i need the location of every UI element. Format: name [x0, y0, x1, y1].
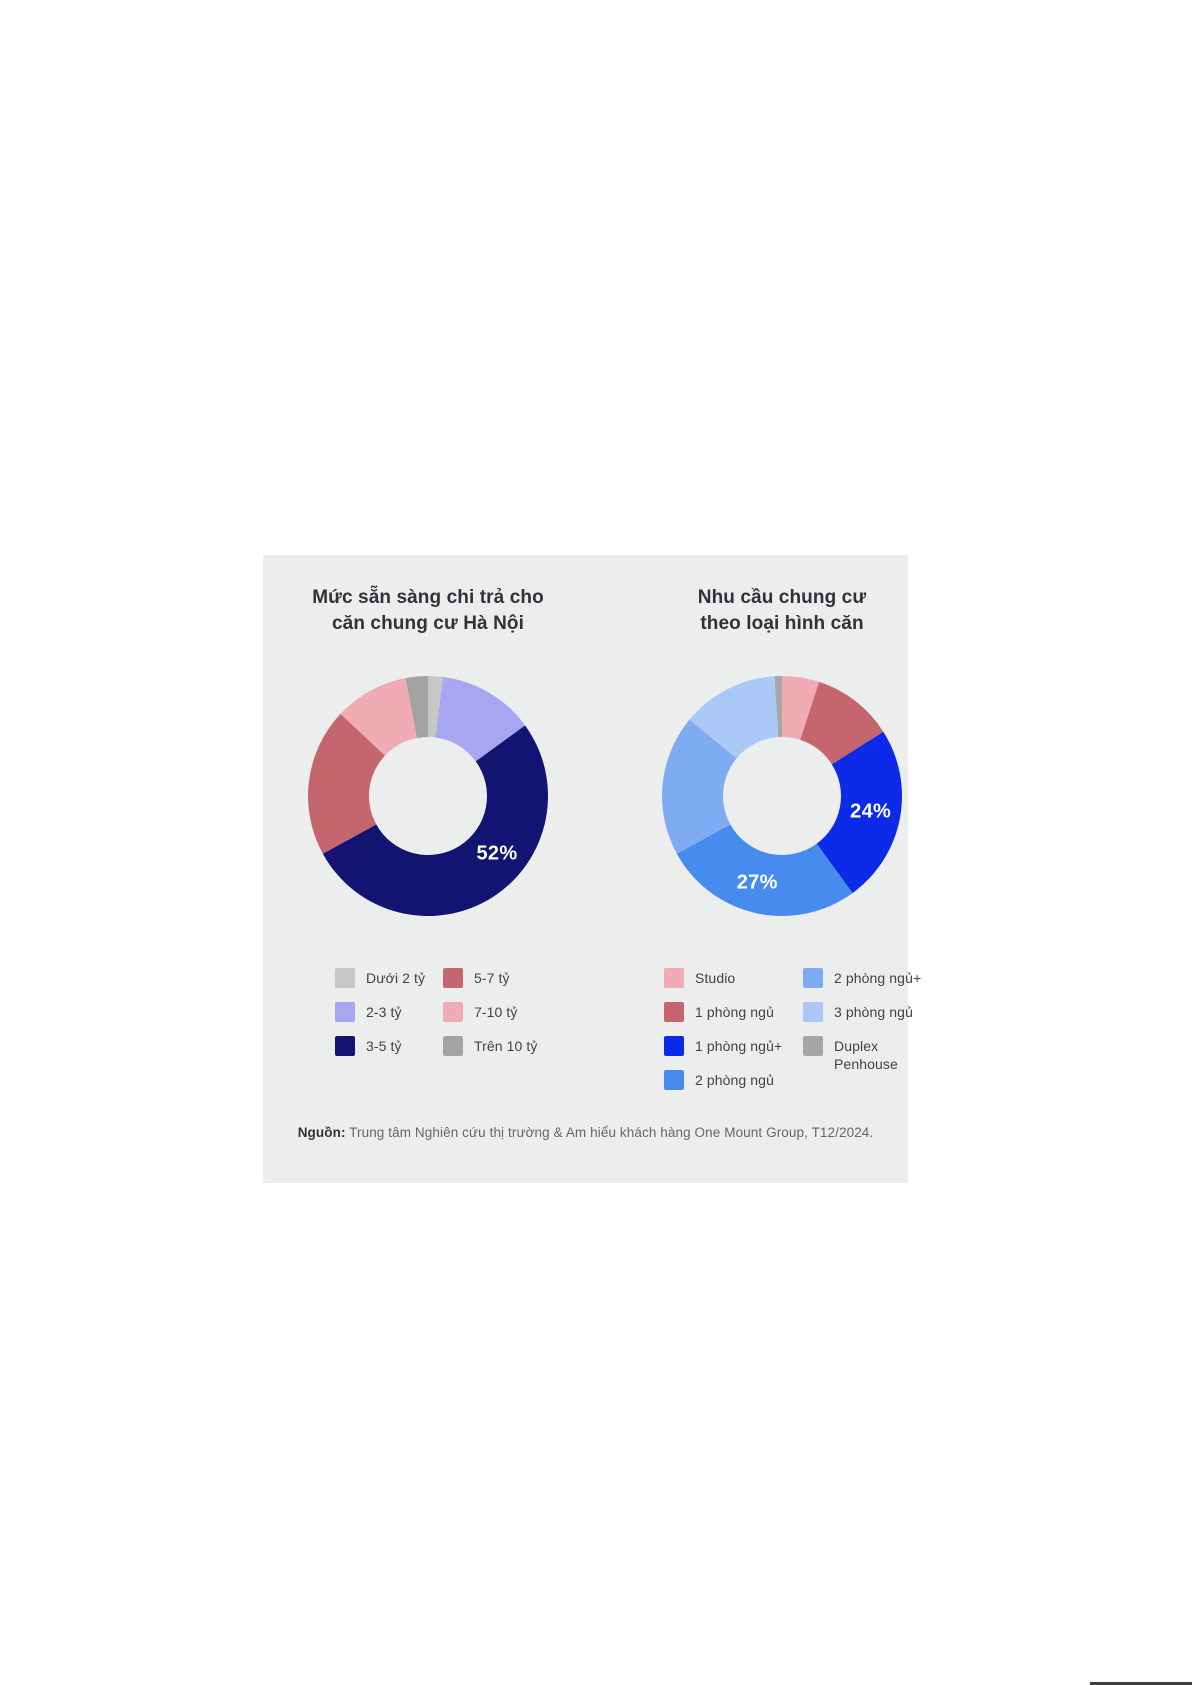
legend-swatch-studio: [664, 968, 684, 988]
donut-segment-d-i-2-t: [428, 676, 444, 738]
donut-segment-7-10-t: [340, 678, 417, 756]
donut-svg: [308, 676, 548, 916]
legend-swatch-2-3-t: [335, 1002, 355, 1022]
legend-item-1-ph-ng-ng-plus: 1 phòng ngủ+: [664, 1036, 782, 1056]
legend-swatch-1-ph-ng-ng: [664, 1002, 684, 1022]
source-text: Trung tâm Nghiên cứu thị trường & Am hiể…: [345, 1125, 874, 1140]
legend-swatch-5-7-t: [443, 968, 463, 988]
donut-segment-studio: [782, 676, 820, 740]
legend-label: 2 phòng ngủ: [695, 1072, 774, 1088]
legend-label: Trên 10 tỷ: [474, 1038, 538, 1054]
chart-card: Mức sẵn sàng chi trả cho căn chung cư Hà…: [263, 555, 921, 1183]
donut-segment-2-ph-ng-ng: [676, 824, 853, 916]
donut-segment-tr-n-10-t: [405, 676, 428, 739]
legend-column-0: Studio 1 phòng ngủ 1 phòng ngủ+ 2 phòng ngủ: [664, 968, 782, 1090]
legend-swatch-3-5-t: [335, 1036, 355, 1056]
legend-swatch-d-i-2-t: [335, 968, 355, 988]
legend-label: Studio: [695, 970, 736, 986]
legend: Studio 1 phòng ngủ 1 phòng ngủ+ 2 phòng ngủ…: [632, 968, 932, 1128]
source-prefix: Nguồn:: [297, 1125, 346, 1140]
donut-segment-2-3-t: [435, 676, 526, 762]
legend-label: 2-3 tỷ: [366, 1004, 402, 1020]
legend-swatch-tr-n-10-t: [443, 1036, 463, 1056]
legend-item-d-i-2-t: Dưới 2 tỷ: [335, 968, 425, 988]
chart-block-c-n-chung-c-h-n-i: Mức sẵn sàng chi trả cho căn chung cư Hà…: [278, 585, 578, 1150]
legend-item-1-ph-ng-ng: 1 phòng ngủ: [664, 1002, 782, 1022]
legend-item-studio: Studio: [664, 968, 782, 988]
legend-item-duplex-penhouse: Duplex Penhouse: [803, 1036, 921, 1073]
donut-chart: 24% 27%: [662, 676, 902, 916]
donut-segment-5-7-t: [308, 713, 385, 854]
legend-column-1: 2 phòng ngủ+ 3 phòng ngủ Duplex Penhouse: [803, 968, 921, 1073]
legend-column-0: Dưới 2 tỷ 2-3 tỷ 3-5 tỷ: [335, 968, 425, 1056]
legend-item-2-ph-ng-ng-plus: 2 phòng ngủ+: [803, 968, 921, 988]
legend-swatch-7-10-t: [443, 1002, 463, 1022]
legend-swatch-2-ph-ng-ng-plus: [803, 968, 823, 988]
chart-block-theo-lo-i-h-nh-c-n: Nhu cầu chung cư theo loại hình căn 24% 27…: [632, 585, 932, 1150]
legend-swatch-2-ph-ng-ng: [664, 1070, 684, 1090]
donut-chart: 52%: [308, 676, 548, 916]
legend-item-3-5-t: 3-5 tỷ: [335, 1036, 425, 1056]
donut-segment-2-ph-ng-ng-plus: [662, 719, 737, 854]
legend-item-2-ph-ng-ng: 2 phòng ngủ: [664, 1070, 782, 1090]
page-edge-line: [1090, 1682, 1192, 1685]
donut-svg: [662, 676, 902, 916]
legend-label: Dưới 2 tỷ: [366, 970, 426, 986]
donut-segment-1-ph-ng-ng-plus: [816, 731, 902, 894]
legend-item-2-3-t: 2-3 tỷ: [335, 1002, 425, 1022]
legend-item-3-ph-ng-ng: 3 phòng ngủ: [803, 1002, 921, 1022]
legend-item-5-7-t: 5-7 tỷ: [443, 968, 538, 988]
legend-label: 3-5 tỷ: [366, 1038, 402, 1054]
legend-column-1: 5-7 tỷ 7-10 tỷ Trên 10 tỷ: [443, 968, 538, 1056]
percent-label-2-ph-ng-ng: 27%: [736, 871, 778, 893]
legend-label: 5-7 tỷ: [474, 970, 510, 986]
donut-segment-duplex-penhouse: [774, 676, 782, 738]
donut-segment-3-5-t: [322, 725, 548, 916]
legend-label: 3 phòng ngủ: [834, 1004, 913, 1020]
legend-label: 7-10 tỷ: [474, 1004, 518, 1020]
donut-segment-3-ph-ng-ng: [689, 676, 779, 759]
donut-segment-1-ph-ng-ng: [800, 681, 884, 765]
legend-swatch-duplex-penhouse: [803, 1036, 823, 1056]
source-note: Nguồn: Trung tâm Nghiên cứu thị trường &…: [263, 1125, 908, 1140]
chart-title: Nhu cầu chung cư theo loại hình căn: [697, 587, 867, 634]
legend-item-tr-n-10-t: Trên 10 tỷ: [443, 1036, 538, 1056]
legend: Dưới 2 tỷ 2-3 tỷ 3-5 tỷ 5-7 tỷ 7-10 tỷ Trên 1…: [278, 968, 578, 1128]
legend-swatch-3-ph-ng-ng: [803, 1002, 823, 1022]
legend-label: 1 phòng ngủ: [695, 1004, 774, 1020]
legend-label: 2 phòng ngủ+: [834, 970, 922, 986]
legend-label: 1 phòng ngủ+: [695, 1038, 783, 1054]
legend-swatch-1-ph-ng-ng-plus: [664, 1036, 684, 1056]
percent-label-3-5-t: 52%: [476, 842, 518, 865]
legend-label: Duplex Penhouse: [834, 1038, 898, 1072]
legend-item-7-10-t: 7-10 tỷ: [443, 1002, 538, 1022]
chart-title: Mức sẵn sàng chi trả cho căn chung cư Hà…: [312, 587, 544, 634]
percent-label-1-ph-ng-ng-plus: 24%: [850, 800, 892, 823]
